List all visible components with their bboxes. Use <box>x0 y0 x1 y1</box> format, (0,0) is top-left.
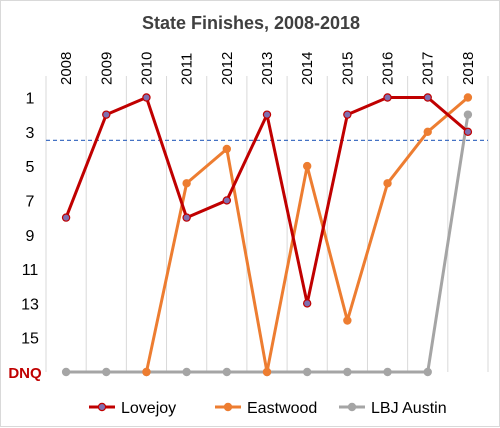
data-point-eastwood <box>182 179 191 188</box>
data-point-lbj-austin <box>182 367 191 377</box>
series-line-eastwood <box>144 96 470 374</box>
x-tick-label: 2012 <box>219 52 236 85</box>
data-point-eastwood <box>222 144 232 154</box>
x-tick-label: 2015 <box>339 52 356 85</box>
data-point-eastwood <box>302 161 312 171</box>
data-point-lovejoy <box>61 213 71 222</box>
x-tick-label: 2010 <box>138 52 155 85</box>
series-layer <box>61 93 473 377</box>
y-tick-label: 7 <box>26 193 35 210</box>
y-tick-label: 15 <box>21 331 39 348</box>
series-lovejoy <box>61 93 473 308</box>
x-tick-label: 2011 <box>179 53 196 85</box>
x-tick-label: 2017 <box>420 52 437 85</box>
data-point-lovejoy <box>262 110 272 119</box>
x-tick-label: 2008 <box>58 52 75 85</box>
legend-item-lbj-austin: LBJ Austin <box>339 400 447 417</box>
data-point-lovejoy <box>463 127 473 137</box>
legend-swatch-marker <box>223 402 233 412</box>
chart-title: State Finishes, 2008-2018 <box>142 13 360 33</box>
data-point-lbj-austin <box>343 367 352 377</box>
data-point-lovejoy <box>142 93 151 102</box>
data-point-lbj-austin <box>383 367 392 377</box>
y-tick-label: 5 <box>26 159 35 176</box>
data-point-eastwood <box>142 367 151 377</box>
legend-swatch-marker <box>347 402 357 412</box>
data-point-lovejoy <box>343 110 352 119</box>
y-tick-label: 1 <box>26 91 35 108</box>
data-point-lovejoy <box>182 213 191 222</box>
data-point-lbj-austin <box>222 367 232 377</box>
legend-item-eastwood: Eastwood <box>215 400 317 417</box>
legend-item-lovejoy: Lovejoy <box>89 400 176 417</box>
data-point-lovejoy <box>423 93 432 102</box>
y-tick-label: 9 <box>26 228 35 245</box>
data-point-lbj-austin <box>61 367 71 377</box>
x-tick-label: 2013 <box>259 52 276 85</box>
legend-label: Lovejoy <box>121 400 176 417</box>
data-point-lbj-austin <box>463 110 473 119</box>
series-lbj-austin <box>61 110 473 377</box>
legend: Lovejoy Eastwood LBJ Austin <box>89 400 447 417</box>
data-point-eastwood <box>262 367 272 377</box>
y-tick-label: 11 <box>22 262 39 279</box>
data-point-eastwood <box>343 316 352 325</box>
legend-label: LBJ Austin <box>371 400 447 417</box>
data-point-lbj-austin <box>302 367 312 377</box>
data-point-eastwood <box>383 179 392 188</box>
x-tick-label: 2014 <box>299 52 316 85</box>
data-point-eastwood <box>423 127 432 137</box>
data-point-lbj-austin <box>423 367 432 377</box>
y-tick-label: 13 <box>21 296 39 313</box>
y-tick-label-dnq: DNQ <box>8 365 42 382</box>
data-point-lovejoy <box>102 110 111 119</box>
x-tick-label: 2009 <box>98 52 115 85</box>
y-tick-label: 3 <box>26 125 35 142</box>
legend-label: Eastwood <box>247 400 317 417</box>
legend-swatch-marker <box>97 402 107 412</box>
series-eastwood <box>142 93 473 377</box>
x-tick-label: 2018 <box>460 52 477 85</box>
grid-layer <box>45 76 489 372</box>
data-point-lbj-austin <box>102 367 111 377</box>
data-point-eastwood <box>463 93 473 102</box>
data-point-lovejoy <box>302 299 312 308</box>
data-point-lovejoy <box>383 93 392 102</box>
data-point-lovejoy <box>222 196 232 205</box>
x-tick-label: 2016 <box>380 52 397 85</box>
x-tick-labels: 2008 2009 2010 2011 2012 2013 2014 2015 2016 2017… <box>58 52 477 85</box>
